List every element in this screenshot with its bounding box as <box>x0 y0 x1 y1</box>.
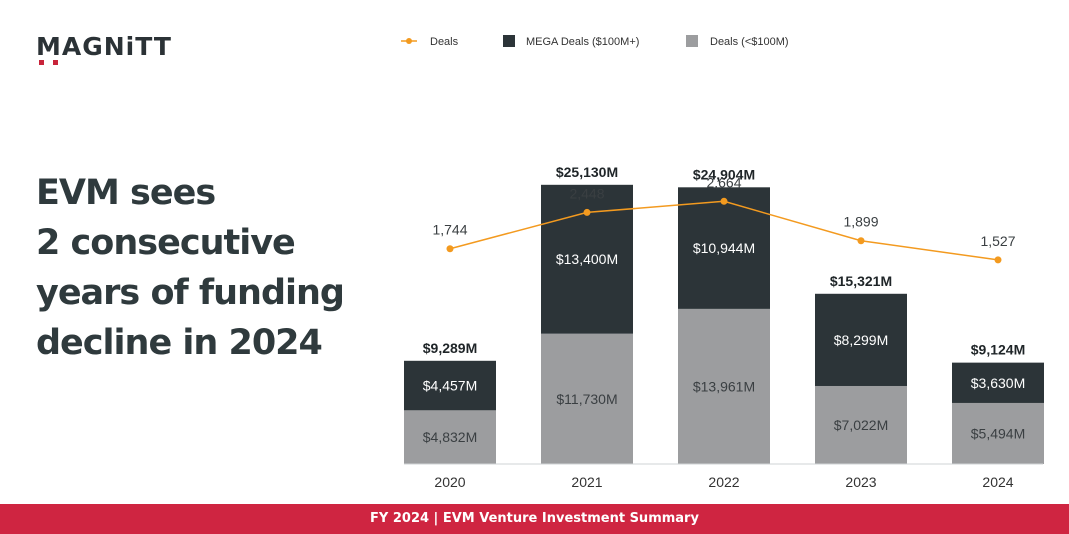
bar-small-label: $11,730M <box>556 391 617 407</box>
x-tick-label: 2021 <box>571 474 602 490</box>
deals-point <box>857 237 865 245</box>
bar-mega-deals <box>678 187 770 309</box>
deals-point <box>994 256 1002 264</box>
magnitt-logo: MAGNiTT <box>36 32 172 65</box>
deals-point-label: 2,664 <box>706 174 741 190</box>
deals-point <box>583 208 591 216</box>
bar-small-label: $13,961M <box>693 378 755 394</box>
x-tick-label: 2020 <box>434 474 465 490</box>
x-tick-label: 2024 <box>982 474 1013 490</box>
bar-small-deals <box>678 308 770 464</box>
bar-small-label: $7,022M <box>834 417 888 433</box>
deals-point-label: 1,744 <box>432 222 467 238</box>
bar-mega-label: $10,944M <box>693 240 755 256</box>
bar-mega-label: $8,299M <box>834 332 888 348</box>
bar-mega-label: $4,457M <box>423 378 477 394</box>
legend-small-swatch <box>686 35 698 47</box>
legend-mega-swatch <box>503 35 515 47</box>
logo-accent-dot <box>53 60 58 65</box>
bar-small-deals <box>952 402 1044 464</box>
bar-mega-deals <box>952 362 1044 403</box>
bar-mega-label: $3,630M <box>971 375 1025 391</box>
footer-banner: FY 2024 | EVM Venture Investment Summary <box>0 504 1069 534</box>
headline-line: decline in 2024 <box>36 323 323 363</box>
deals-point <box>446 245 454 253</box>
legend-small-label: Deals (<$100M) <box>710 36 789 48</box>
page-headline: EVM sees 2 consecutive years of funding … <box>36 168 376 368</box>
bar-small-deals <box>404 410 496 464</box>
bar-total-label: $15,321M <box>830 273 892 289</box>
deals-point <box>720 197 728 205</box>
bar-total-label: $25,130M <box>556 164 618 180</box>
deals-point-label: 1,899 <box>843 214 878 230</box>
bar-mega-label: $13,400M <box>556 251 618 267</box>
deals-point-label: 1,527 <box>980 233 1015 249</box>
bar-total-label: $24,904M <box>693 166 755 182</box>
footer-text: FY 2024 | EVM Venture Investment Summary <box>370 511 699 526</box>
legend-deals-label: Deals <box>430 36 459 48</box>
bar-total-label: $9,124M <box>971 342 1025 358</box>
headline-line: EVM sees <box>36 173 216 213</box>
bar-mega-deals <box>404 360 496 411</box>
bar-mega-deals <box>815 293 907 386</box>
bar-small-label: $4,832M <box>423 429 477 445</box>
bar-small-deals <box>541 333 633 464</box>
logo-accent-dot <box>39 60 44 65</box>
legend-deals-marker <box>406 38 412 44</box>
headline-line: 2 consecutive <box>36 223 296 263</box>
x-tick-label: 2023 <box>845 474 876 490</box>
x-tick-label: 2022 <box>708 474 739 490</box>
legend-mega-label: MEGA Deals ($100M+) <box>526 36 639 48</box>
headline-line: years of funding <box>36 273 345 313</box>
bar-small-label: $5,494M <box>971 425 1025 441</box>
bar-total-label: $9,289M <box>423 340 477 356</box>
logo-text: MAGNiTT <box>36 32 172 61</box>
bar-small-deals <box>815 385 907 464</box>
funding-deals-chart: Deals MEGA Deals ($100M+) Deals (<$100M) $4… <box>401 35 1044 490</box>
deals-point-label: 2,448 <box>569 185 604 201</box>
